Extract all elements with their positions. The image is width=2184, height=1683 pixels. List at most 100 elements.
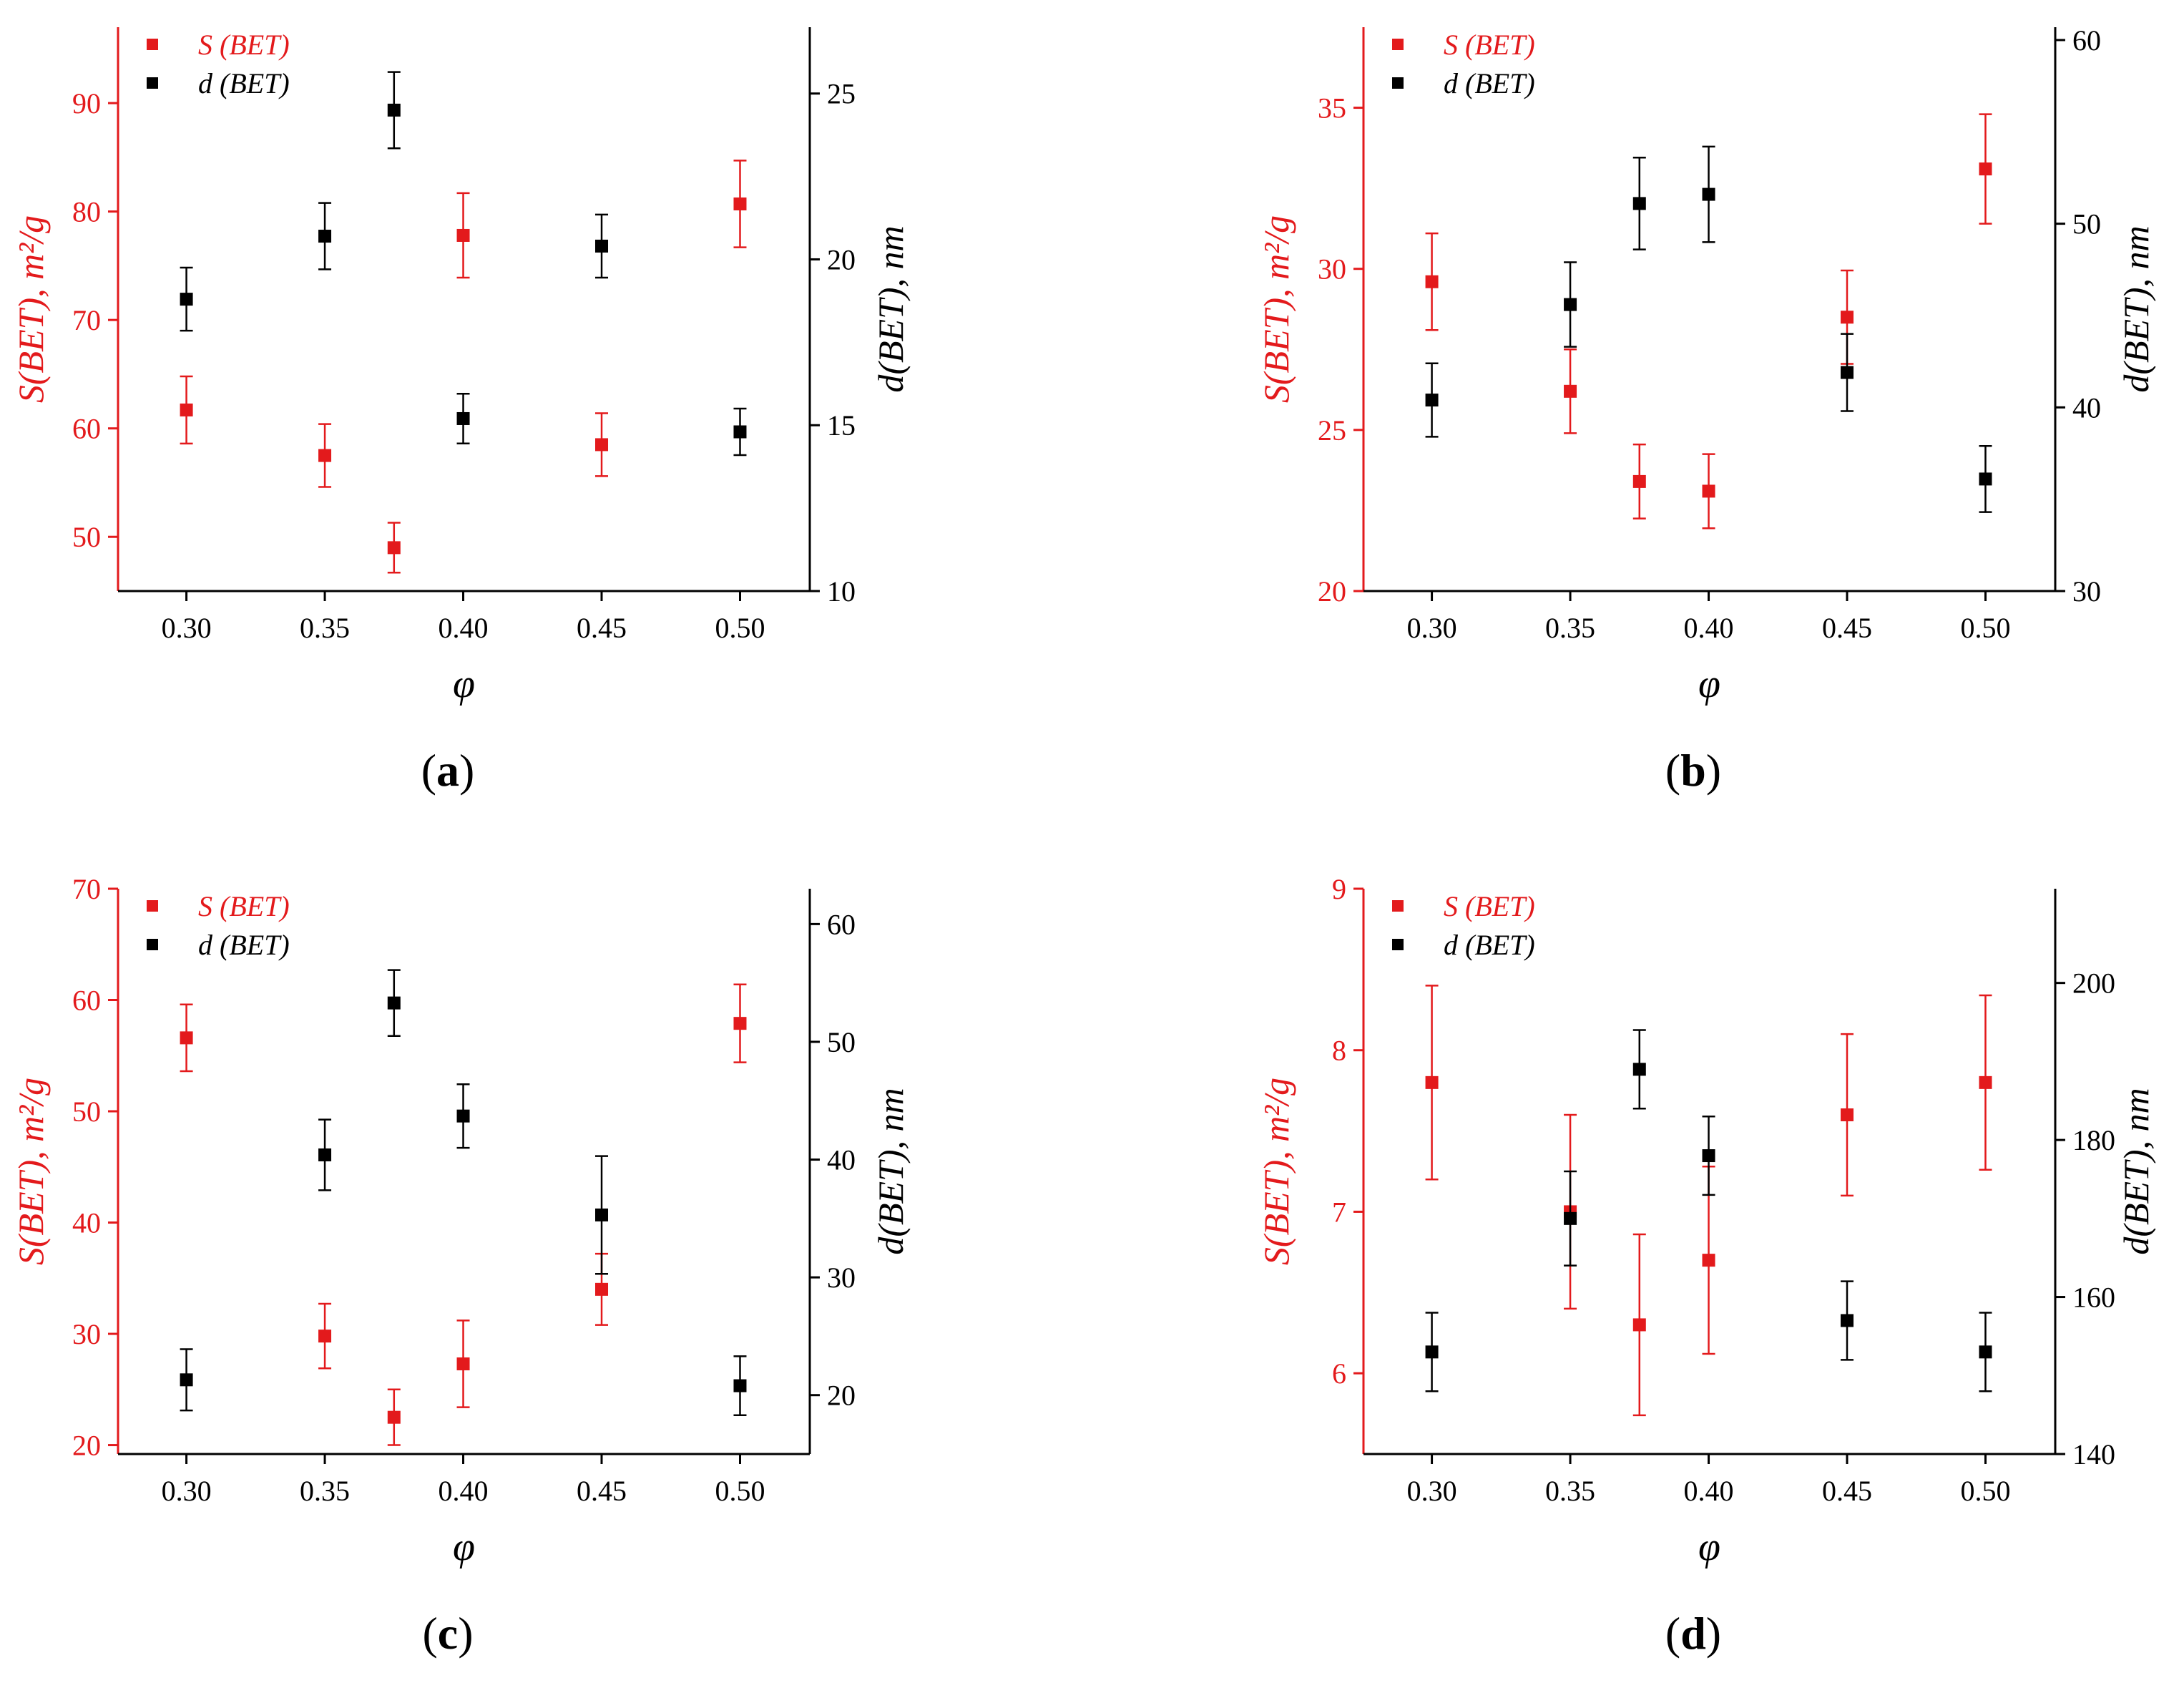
left-y-tick-label: 70 bbox=[72, 873, 101, 905]
d-bet-point bbox=[1702, 1149, 1715, 1163]
legend-label: d (BET) bbox=[198, 929, 290, 961]
left-y-tick-label: 60 bbox=[72, 413, 101, 445]
right-y-tick-label: 140 bbox=[2072, 1438, 2115, 1470]
s-bet-point bbox=[595, 1282, 609, 1296]
chart-panel-a: 0.30 0.35 0.40 0.45 0.50 φ 50 60 70 80 90 10 15 20 25 S… bbox=[11, 27, 911, 706]
left-y-tick-label: 50 bbox=[72, 1096, 101, 1128]
left-y-tick-label: 35 bbox=[1318, 92, 1346, 125]
left-y-tick-label: 50 bbox=[72, 521, 101, 553]
legend-label: d (BET) bbox=[198, 67, 290, 99]
s-bet-point bbox=[1702, 1254, 1715, 1267]
d-bet-point bbox=[387, 996, 401, 1010]
d-bet-point bbox=[1979, 1345, 1992, 1359]
left-y-tick-label: 9 bbox=[1332, 873, 1346, 905]
x-tick-label: 0.35 bbox=[300, 612, 350, 644]
left-y-tick-label: 20 bbox=[1318, 575, 1346, 608]
d-bet-point bbox=[1564, 298, 1577, 311]
left-y-axis-title: S(BET), m²/g bbox=[11, 1078, 51, 1265]
d-bet-point bbox=[1841, 1314, 1854, 1327]
s-bet-point bbox=[1632, 474, 1646, 488]
s-bet-point bbox=[1425, 1075, 1439, 1089]
x-tick-label: 0.40 bbox=[439, 1475, 489, 1507]
x-tick-label: 0.50 bbox=[715, 612, 765, 644]
x-tick-label: 0.35 bbox=[1545, 612, 1595, 644]
right-y-tick-label: 40 bbox=[2072, 391, 2101, 424]
panel-caption-d: (d) bbox=[1665, 1608, 1721, 1659]
right-y-tick-label: 60 bbox=[827, 908, 856, 940]
x-tick-label: 0.30 bbox=[1407, 1475, 1457, 1507]
legend-marker bbox=[1392, 39, 1404, 50]
left-y-axis-title: S(BET), m²/g bbox=[1256, 215, 1296, 403]
legend-label: d (BET) bbox=[1444, 67, 1535, 99]
left-y-tick-label: 90 bbox=[72, 87, 101, 119]
x-tick-label: 0.30 bbox=[1407, 612, 1457, 644]
x-tick-label: 0.50 bbox=[715, 1475, 765, 1507]
chart-panel-b: 0.30 0.35 0.40 0.45 0.50 φ 20 25 30 35 30 40 50 60 S(B… bbox=[1256, 24, 2156, 706]
d-bet-point bbox=[1425, 1345, 1439, 1359]
x-tick-label: 0.35 bbox=[300, 1475, 350, 1507]
right-y-tick-label: 60 bbox=[2072, 24, 2101, 57]
right-y-tick-label: 15 bbox=[827, 409, 856, 442]
left-y-tick-label: 8 bbox=[1332, 1035, 1346, 1067]
right-y-tick-label: 200 bbox=[2072, 967, 2115, 1000]
s-bet-point bbox=[1841, 311, 1854, 324]
d-bet-point bbox=[180, 293, 193, 306]
s-bet-point bbox=[733, 1017, 747, 1030]
x-axis-title: φ bbox=[1698, 662, 1720, 706]
s-bet-point bbox=[318, 1330, 332, 1343]
x-tick-label: 0.50 bbox=[1960, 612, 2010, 644]
left-y-tick-label: 30 bbox=[72, 1318, 101, 1350]
d-bet-point bbox=[180, 1373, 193, 1387]
right-y-tick-label: 10 bbox=[827, 575, 856, 608]
legend-marker bbox=[1392, 900, 1404, 912]
chart-panel-c: 0.30 0.35 0.40 0.45 0.50 φ 20 30 40 50 60 70 20 30 40 5… bbox=[11, 873, 911, 1569]
x-axis-title: φ bbox=[453, 662, 475, 706]
panel-caption-c: (c) bbox=[422, 1608, 473, 1659]
x-tick-label: 0.45 bbox=[577, 612, 627, 644]
left-y-tick-label: 30 bbox=[1318, 253, 1346, 286]
panel-letter-a: a bbox=[436, 745, 459, 796]
s-bet-point bbox=[1425, 275, 1439, 288]
d-bet-point bbox=[733, 1379, 747, 1392]
right-y-tick-label: 40 bbox=[827, 1144, 856, 1176]
x-tick-label: 0.30 bbox=[162, 1475, 212, 1507]
s-bet-point bbox=[1841, 1108, 1854, 1121]
x-tick-label: 0.40 bbox=[1684, 1475, 1734, 1507]
left-y-axis-title: S(BET), m²/g bbox=[11, 215, 51, 403]
left-y-tick-label: 25 bbox=[1318, 414, 1346, 447]
left-y-tick-label: 6 bbox=[1332, 1357, 1346, 1390]
x-tick-label: 0.45 bbox=[1822, 612, 1872, 644]
s-bet-point bbox=[1979, 162, 1992, 176]
s-bet-point bbox=[387, 1410, 401, 1424]
d-bet-point bbox=[1702, 187, 1715, 201]
d-bet-point bbox=[595, 1208, 609, 1221]
s-bet-point bbox=[1702, 484, 1715, 498]
left-y-tick-label: 60 bbox=[72, 985, 101, 1017]
panel-letter-c: c bbox=[438, 1608, 458, 1659]
d-bet-point bbox=[595, 239, 609, 253]
right-y-tick-label: 30 bbox=[827, 1262, 856, 1294]
d-bet-point bbox=[1564, 1211, 1577, 1225]
x-tick-label: 0.45 bbox=[1822, 1475, 1872, 1507]
s-bet-point bbox=[180, 403, 193, 416]
s-bet-point bbox=[733, 197, 747, 211]
s-bet-point bbox=[318, 449, 332, 462]
legend-marker bbox=[147, 39, 158, 50]
x-tick-label: 0.40 bbox=[1684, 612, 1734, 644]
d-bet-point bbox=[456, 1109, 470, 1123]
legend-marker bbox=[1392, 77, 1404, 89]
d-bet-point bbox=[1979, 472, 1992, 486]
s-bet-point bbox=[1564, 384, 1577, 398]
legend-label: d (BET) bbox=[1444, 929, 1535, 961]
legend-label: S (BET) bbox=[198, 890, 290, 922]
left-y-tick-label: 40 bbox=[72, 1207, 101, 1239]
right-y-axis-title: d(BET), nm bbox=[871, 225, 911, 392]
left-y-tick-label: 20 bbox=[72, 1430, 101, 1462]
left-y-tick-label: 70 bbox=[72, 304, 101, 336]
legend-label: S (BET) bbox=[1444, 29, 1535, 61]
left-y-tick-label: 80 bbox=[72, 196, 101, 228]
legend-marker bbox=[147, 900, 158, 912]
right-y-tick-label: 50 bbox=[827, 1026, 856, 1058]
right-y-tick-label: 20 bbox=[827, 243, 856, 275]
